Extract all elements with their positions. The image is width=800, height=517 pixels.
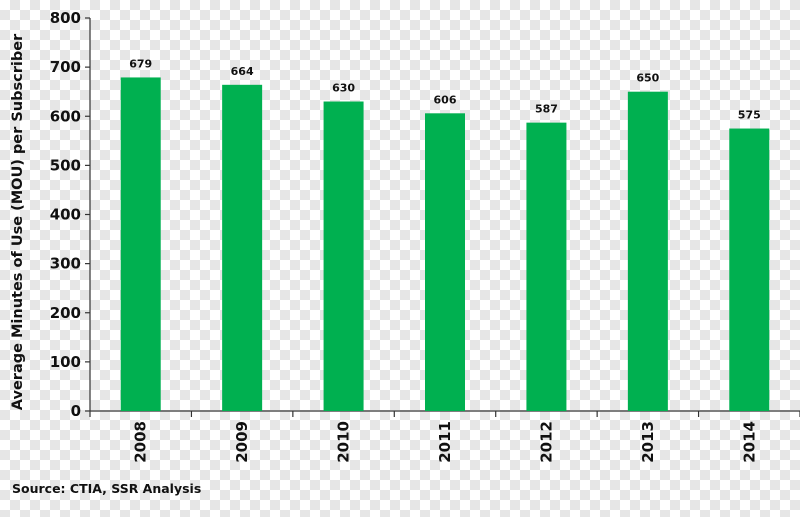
bar xyxy=(120,77,161,411)
data-label: 575 xyxy=(738,109,761,122)
bar xyxy=(323,101,364,411)
x-tick-label: 2014 xyxy=(740,421,758,463)
chart-axes xyxy=(85,17,800,417)
y-tick-label: 500 xyxy=(50,156,81,174)
bar xyxy=(425,113,465,412)
bar xyxy=(627,91,668,411)
chart-bars xyxy=(120,77,770,412)
chart-labels: 0 100 200 300 400 500 600 700 800 679 2008 664 2009 6… xyxy=(50,9,761,463)
x-tick-label: 2012 xyxy=(537,421,555,463)
y-tick-label: 300 xyxy=(50,255,81,273)
y-tick-label: 700 xyxy=(50,58,81,76)
y-tick-label: 600 xyxy=(50,107,81,125)
bar xyxy=(729,128,770,411)
data-label: 664 xyxy=(231,65,254,78)
bar xyxy=(526,122,567,411)
data-label: 650 xyxy=(636,72,659,85)
source-note: Source: CTIA, SSR Analysis xyxy=(12,481,202,496)
y-tick-label: 0 xyxy=(71,402,81,420)
y-tick-label: 400 xyxy=(50,206,81,224)
data-label: 587 xyxy=(535,103,558,116)
y-tick-label: 200 xyxy=(50,304,81,322)
x-tick-label: 2009 xyxy=(233,421,251,463)
bar xyxy=(222,84,263,411)
data-label: 630 xyxy=(332,82,355,95)
y-tick-label: 100 xyxy=(50,353,81,371)
x-tick-label: 2011 xyxy=(436,421,454,463)
y-tick-label: 800 xyxy=(50,9,81,27)
y-axis-title: Average Minutes of Use (MOU) per Subscri… xyxy=(10,33,26,410)
x-tick-label: 2008 xyxy=(132,421,150,463)
x-tick-label: 2010 xyxy=(335,421,353,463)
data-label: 679 xyxy=(129,57,152,70)
x-tick-label: 2013 xyxy=(639,421,657,463)
data-label: 606 xyxy=(434,93,457,106)
